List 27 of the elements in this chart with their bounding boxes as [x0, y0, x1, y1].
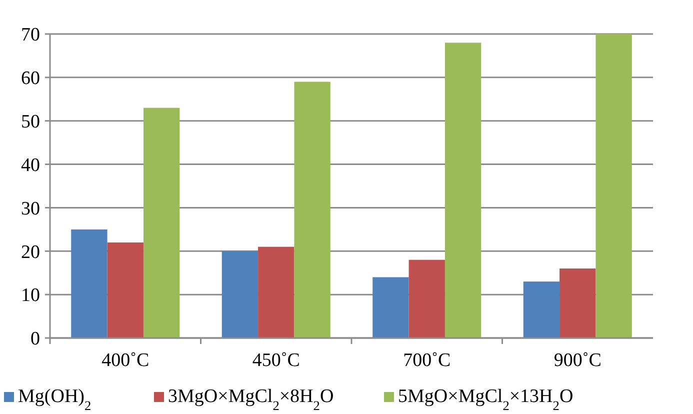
bar [143, 108, 180, 338]
x-tick-label: 700˚C [403, 350, 451, 371]
bar [107, 242, 144, 338]
bar [258, 246, 294, 338]
bar [523, 282, 560, 338]
y-tick-label: 30 [21, 198, 40, 220]
legend-label: 5MgO×MgCl$_{2}$×13H$_{2}$O [398, 386, 574, 412]
bar [560, 268, 596, 338]
y-tick-label: 10 [21, 285, 40, 306]
x-tick-label: 900˚C [554, 350, 602, 371]
bar [71, 229, 108, 338]
bar [294, 82, 330, 338]
y-tick-label: 60 [21, 68, 40, 90]
x-tick-label: 400˚C [102, 350, 150, 371]
y-tick-label: 50 [21, 112, 40, 133]
bar [222, 251, 258, 338]
legend-label: 3MgO×MgCl$_{2}$×8H$_{2}$O [168, 386, 334, 412]
bar [444, 42, 482, 338]
bar [408, 260, 445, 338]
bar [372, 277, 409, 338]
y-tick-label: 70 [21, 24, 40, 46]
y-tick-label: 0 [30, 328, 40, 350]
legend-label: Mg(OH)$_{2}$ [18, 386, 92, 412]
y-tick-label: 20 [21, 242, 40, 263]
y-tick-label: 40 [21, 154, 40, 176]
x-tick-label: 450˚C [252, 350, 300, 371]
bar [596, 34, 632, 338]
